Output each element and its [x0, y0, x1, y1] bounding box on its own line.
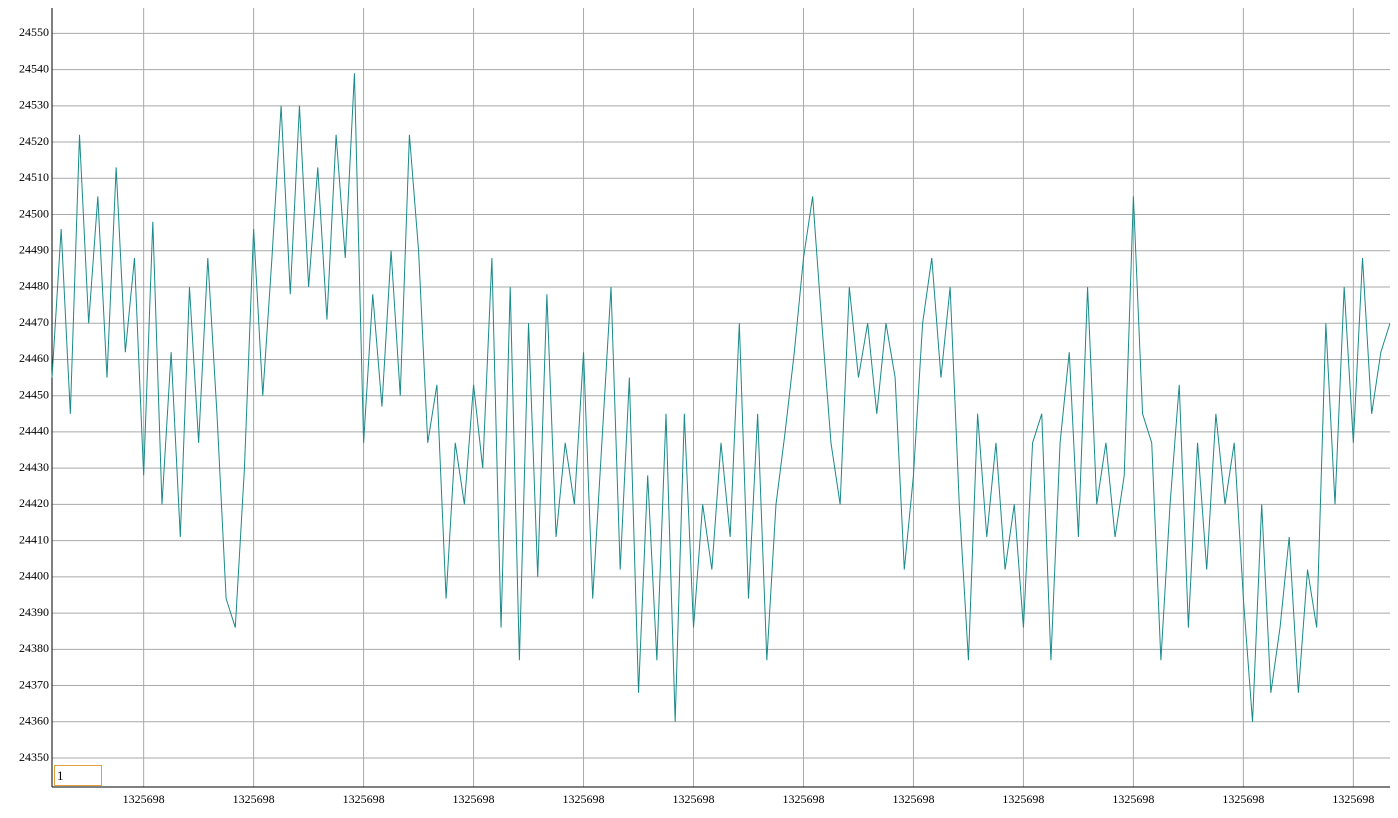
x-tick-label: 1325698 — [892, 792, 934, 806]
x-tick-label: 1325698 — [1332, 792, 1374, 806]
y-tick-label: 24440 — [19, 424, 49, 438]
y-tick-label: 24480 — [19, 279, 49, 293]
x-tick-label: 1325698 — [782, 792, 824, 806]
y-tick-label: 24550 — [19, 25, 49, 39]
x-tick-label: 1325698 — [563, 792, 605, 806]
x-tick-label: 1325698 — [453, 792, 495, 806]
y-tick-label: 24450 — [19, 387, 49, 401]
y-tick-label: 24540 — [19, 61, 49, 75]
y-tick-label: 24460 — [19, 351, 49, 365]
y-tick-label: 24350 — [19, 750, 49, 764]
y-tick-label: 24400 — [19, 569, 49, 583]
y-tick-label: 24490 — [19, 243, 49, 257]
y-tick-label: 24530 — [19, 98, 49, 112]
x-tick-label: 1325698 — [1222, 792, 1264, 806]
y-tick-label: 24520 — [19, 134, 49, 148]
x-tick-label: 1325698 — [673, 792, 715, 806]
x-tick-label: 1325698 — [233, 792, 275, 806]
x-tick-label: 1325698 — [123, 792, 165, 806]
y-tick-label: 24360 — [19, 714, 49, 728]
x-tick-label: 1325698 — [1002, 792, 1044, 806]
text-input[interactable]: 1 — [54, 765, 102, 786]
y-tick-label: 24430 — [19, 460, 49, 474]
y-tick-label: 24380 — [19, 641, 49, 655]
y-tick-label: 24420 — [19, 496, 49, 510]
y-tick-label: 24410 — [19, 532, 49, 546]
y-tick-label: 24500 — [19, 206, 49, 220]
data-line — [51, 73, 1391, 722]
x-tick-label: 1325698 — [343, 792, 385, 806]
y-tick-label: 24470 — [19, 315, 49, 329]
x-tick-label: 1325698 — [1112, 792, 1154, 806]
y-tick-label: 24370 — [19, 677, 49, 691]
y-tick-label: 24390 — [19, 605, 49, 619]
y-tick-label: 24510 — [19, 170, 49, 184]
